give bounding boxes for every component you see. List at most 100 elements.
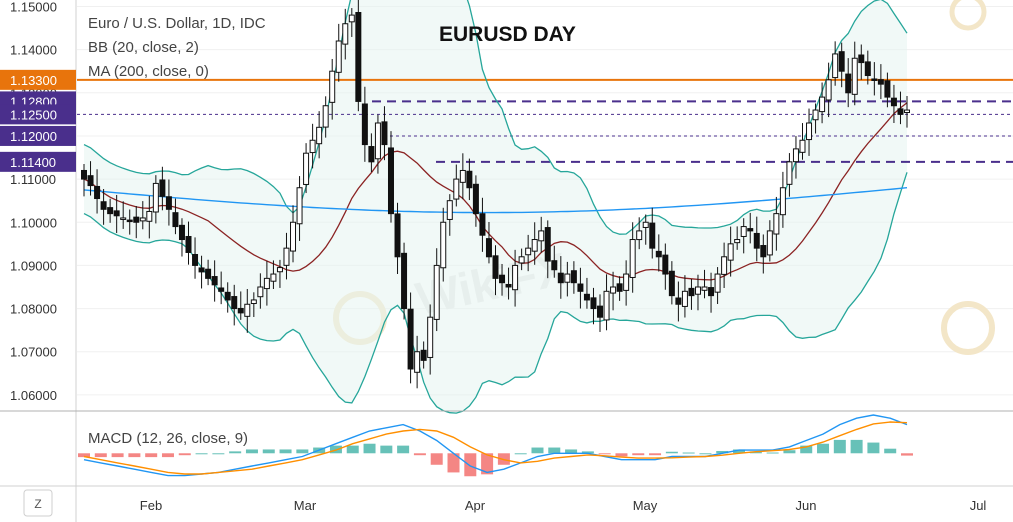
candle-body (290, 221, 297, 252)
candle-body (178, 224, 185, 241)
macd-legend[interactable]: MACD (12, 26, close, 9) (88, 430, 248, 447)
macd-histogram-bar (296, 449, 309, 454)
candle-body (603, 290, 610, 321)
candle-body (662, 254, 669, 275)
candle-body (864, 61, 871, 77)
candle-body (636, 230, 643, 241)
macd-histogram-bar (615, 453, 628, 457)
candle-body (884, 80, 891, 98)
candle-body (433, 264, 440, 320)
macd-histogram-bar (581, 451, 594, 454)
candle-body (734, 239, 741, 244)
price-tag-label: 1.13300 (10, 73, 57, 88)
candle-body (120, 217, 127, 220)
candle-body (126, 219, 133, 223)
macd-histogram-bar (111, 453, 124, 458)
bollinger-fill (84, 0, 907, 414)
bb-upper-line (83, 0, 908, 235)
macd-histogram-bar (901, 453, 913, 456)
candle-body (610, 286, 617, 294)
candle-body (479, 213, 486, 236)
macd-histogram-bar (245, 449, 258, 454)
macd-histogram-bar (783, 450, 796, 454)
x-tick-label: Jul (970, 498, 987, 513)
candle-body (237, 307, 244, 314)
candle-body (727, 243, 734, 261)
candle-body (159, 179, 166, 197)
candle-body (205, 268, 212, 279)
candle-body (779, 187, 786, 216)
macd-histogram-bar (548, 447, 561, 454)
chart-title: EURUSD DAY (439, 23, 576, 46)
candle-body (525, 247, 532, 256)
candle-body (165, 196, 172, 210)
macd-histogram-bar (178, 453, 191, 456)
candle-body (819, 96, 826, 113)
candle-body (577, 283, 584, 292)
candle-body (472, 183, 479, 215)
y-tick-label: 1.11000 (10, 172, 56, 187)
macd-histogram-bar (262, 449, 275, 454)
macd-histogram-bar (682, 452, 695, 454)
x-tick-label: Feb (140, 498, 162, 513)
candle-body (211, 276, 218, 286)
candle-body (192, 253, 199, 266)
price-tag (0, 69, 76, 90)
candle-body (623, 273, 630, 291)
candle-body (551, 260, 558, 271)
bb-legend[interactable]: BB (20, close, 2) (88, 39, 199, 56)
candle-body (773, 213, 780, 235)
candle-body (721, 256, 728, 275)
candle-body (485, 238, 492, 258)
candle-body (81, 169, 87, 180)
zoom-button[interactable]: Z (23, 489, 53, 517)
candle-body (642, 221, 649, 228)
candle-body (283, 247, 290, 266)
candle-body (701, 286, 708, 291)
macd-histogram-bar (128, 453, 141, 458)
x-tick-label: May (633, 498, 658, 513)
macd-histogram-bar (817, 443, 830, 454)
y-tick-label: 1.15000 (10, 0, 57, 14)
macd-histogram-bar (598, 453, 611, 455)
candle-body (747, 228, 754, 232)
macd-histogram-bar (447, 453, 460, 473)
candle-body (825, 79, 832, 101)
candle-body (904, 109, 910, 114)
candle-body (597, 305, 604, 318)
candle-body (446, 200, 453, 220)
symbol-legend[interactable]: Euro / U.S. Dollar, 1D, IDC (88, 15, 266, 32)
ma-legend[interactable]: MA (200, close, 0) (88, 63, 209, 80)
candle-body (401, 252, 408, 310)
macd-histogram-bar (464, 453, 477, 477)
ma200-line (83, 187, 908, 214)
candle-body (792, 148, 799, 163)
macd-signal-line (83, 421, 908, 475)
macd-histogram-bar (850, 439, 863, 454)
candle-body (812, 109, 819, 121)
candle-body (890, 97, 897, 107)
macd-histogram-bar (716, 450, 729, 454)
candle-body (172, 212, 179, 228)
candle-body (335, 40, 342, 73)
candle-body (374, 122, 381, 160)
candle-body (381, 121, 388, 146)
candle-body (668, 270, 675, 297)
candle-body (708, 287, 715, 297)
candles (81, 0, 910, 389)
candle-body (583, 293, 590, 301)
indicator-lines (83, 0, 908, 414)
x-axis-ticks[interactable]: Feb Mar Apr May Jun Jul (140, 498, 987, 513)
candle-body (218, 287, 225, 292)
candle-body (224, 291, 231, 301)
candle-body (387, 147, 394, 215)
y-tick-label: 1.06000 (10, 388, 57, 403)
candle-body (786, 161, 793, 185)
macd-histogram-bar (481, 453, 494, 475)
candle-body (570, 270, 577, 284)
candle-body (355, 11, 362, 102)
macd-histogram-bar (649, 453, 662, 456)
macd-histogram-bar (363, 443, 376, 454)
macd-histogram-bar (884, 448, 897, 454)
